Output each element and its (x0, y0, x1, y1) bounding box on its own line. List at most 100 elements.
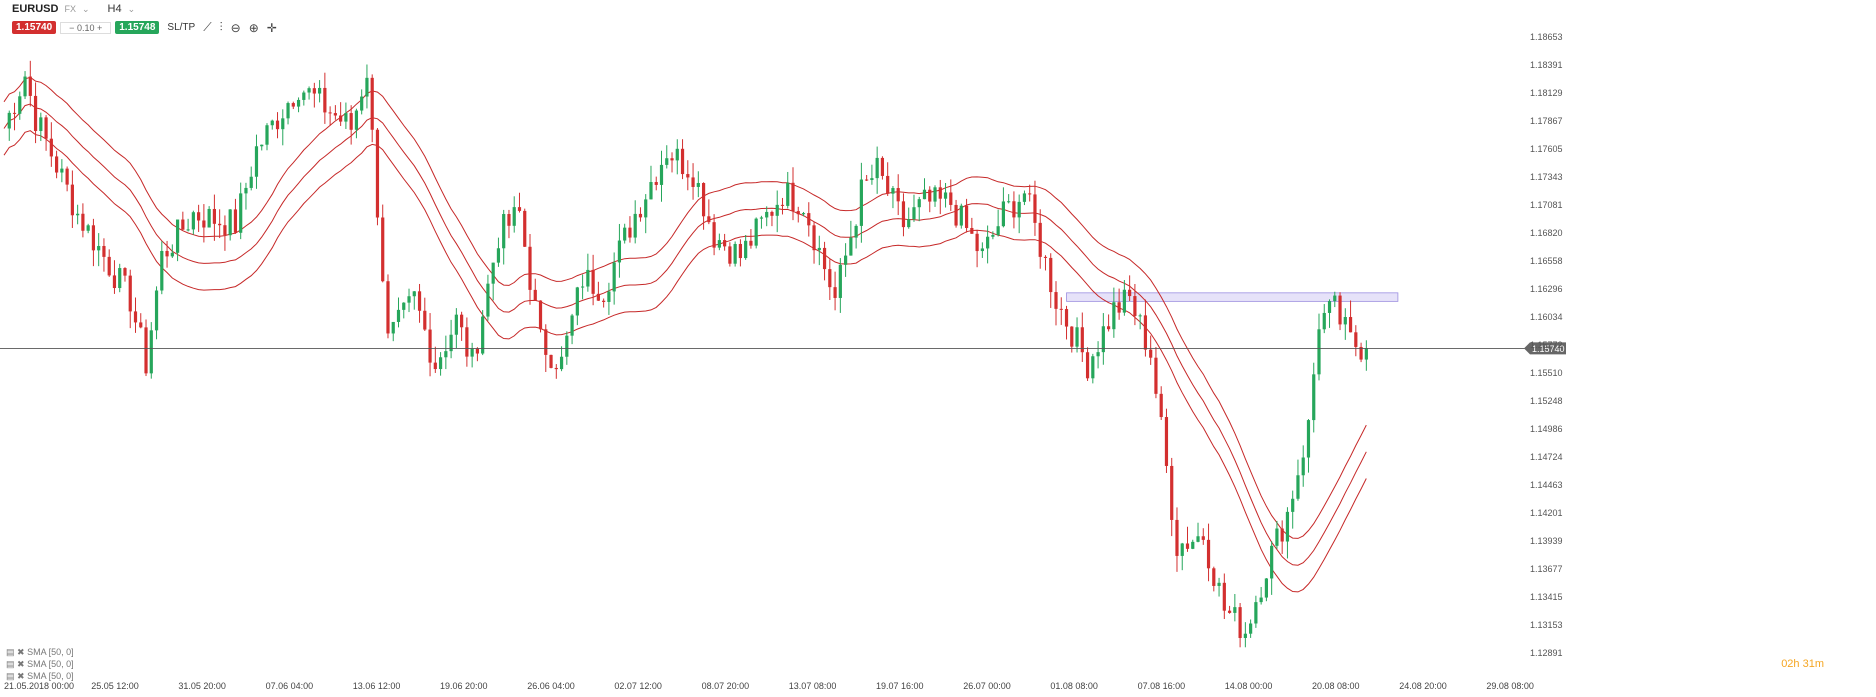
candle-body (612, 262, 616, 292)
candle-body (738, 243, 742, 259)
candle-body (964, 205, 969, 228)
y-tick-label: 1.16296 (1530, 284, 1563, 294)
timeframe-label[interactable]: H4 (107, 3, 122, 15)
y-tick-label: 1.18129 (1530, 88, 1563, 98)
chevron-down-icon[interactable]: ⌄ (81, 3, 90, 14)
candle-body (1138, 315, 1142, 317)
x-tick-label: 19.06 20:00 (440, 681, 488, 691)
candle-body (128, 275, 132, 312)
candle-body (1254, 602, 1258, 624)
candle-body (291, 103, 295, 107)
candle-body (922, 189, 927, 200)
candle-body (286, 103, 290, 119)
candle-body (323, 87, 327, 113)
candle-body (1096, 352, 1100, 357)
candle-body (33, 95, 38, 132)
sltp-button[interactable]: SL/TP (167, 22, 196, 33)
candle-body (1185, 543, 1190, 549)
candle-body (801, 213, 806, 215)
settings-icon[interactable]: ▤ ✖ (6, 647, 25, 657)
y-tick-label: 1.14986 (1530, 424, 1563, 434)
plus-icon[interactable]: + (96, 22, 103, 33)
candle-body (1227, 610, 1232, 613)
candle-body (654, 182, 658, 185)
settings-icon[interactable]: ▤ ✖ (6, 659, 25, 669)
price-zone[interactable] (1066, 292, 1399, 302)
symbol-label[interactable]: EURUSD (12, 3, 59, 15)
candle-body (870, 178, 874, 181)
current-price-label: 1.15740 (1532, 344, 1565, 354)
symbol-row: EURUSD FX ⌄ H4 ⌄ (12, 3, 135, 15)
x-tick-label: 29.08 08:00 (1486, 681, 1534, 691)
candle-body (1206, 539, 1211, 569)
indicators-icon[interactable]: ⫶ (219, 20, 223, 34)
candle-body (891, 188, 895, 194)
line-chart-icon[interactable]: ⟋ (203, 20, 212, 34)
current-price-tag (1524, 342, 1566, 355)
candle-body (1064, 309, 1069, 327)
candle-body (1285, 511, 1290, 542)
candle-body (791, 182, 795, 212)
crosshair-icon[interactable]: ✛ (266, 20, 277, 35)
candle-body (302, 92, 306, 100)
candle-body (154, 290, 159, 331)
timeframe-chevron-icon[interactable]: ⌄ (127, 3, 136, 14)
candle-body (838, 264, 842, 298)
candle-body (260, 144, 264, 147)
candle-body (949, 192, 953, 205)
legend-label: SMA [50, 0] (27, 671, 74, 681)
candle-body (1033, 194, 1037, 223)
x-tick-label: 01.08 08:00 (1050, 681, 1098, 691)
y-tick-label: 1.14201 (1530, 508, 1563, 518)
y-tick-label: 1.17867 (1530, 116, 1563, 126)
candle-body (559, 356, 564, 370)
y-tick-label: 1.17343 (1530, 172, 1563, 182)
y-tick-label: 1.18391 (1530, 60, 1563, 70)
legend-label: SMA [50, 0] (27, 647, 74, 657)
candle-body (28, 76, 32, 96)
lot-stepper[interactable]: − 0.10 + (60, 21, 112, 34)
y-tick-label: 1.14463 (1530, 480, 1563, 490)
candle-body (733, 243, 737, 264)
buy-button[interactable]: 1.15748 (115, 21, 160, 34)
y-tick-label: 1.15510 (1530, 368, 1563, 378)
candle-body (533, 289, 537, 301)
candle-body (70, 184, 74, 216)
legend-item[interactable]: ▤ ✖ SMA [50, 0] (6, 671, 74, 682)
x-tick-label: 25.05 12:00 (91, 681, 139, 691)
candle-body (659, 164, 664, 185)
candle-body (1264, 578, 1268, 598)
candle-body (396, 309, 401, 322)
candle-body (444, 351, 448, 358)
legend-item[interactable]: ▤ ✖ SMA [50, 0] (6, 647, 74, 658)
candle-body (544, 329, 548, 355)
settings-icon[interactable]: ▤ ✖ (6, 671, 25, 681)
candle-body (644, 199, 648, 218)
legend-item[interactable]: ▤ ✖ SMA [50, 0] (6, 659, 74, 670)
candle-body (749, 240, 753, 246)
sell-button[interactable]: 1.15740 (12, 21, 57, 34)
y-tick-label: 1.15772 (1530, 340, 1563, 350)
candle-body (1101, 326, 1105, 353)
candle-body (1085, 352, 1090, 379)
candle-body (638, 213, 643, 218)
minus-icon[interactable]: − (69, 22, 75, 33)
candle-body (49, 138, 53, 157)
sma-line (3, 76, 1367, 539)
candle-body (1080, 327, 1084, 353)
zoom-in-icon[interactable]: ⊕ (248, 20, 259, 35)
candle-body (1322, 312, 1326, 330)
candle-body (1233, 607, 1237, 613)
candle-body (438, 357, 443, 370)
candle-body (828, 269, 832, 288)
lot-value[interactable]: 0.10 (76, 22, 95, 33)
zoom-out-icon[interactable]: ⊖ (230, 20, 241, 35)
candle-body (1191, 541, 1195, 549)
candle-body (407, 296, 411, 303)
candle-body (1149, 349, 1153, 358)
candle-body (586, 269, 590, 287)
candle-body (770, 211, 774, 216)
candle-body (807, 213, 811, 226)
candle-body (933, 187, 937, 202)
